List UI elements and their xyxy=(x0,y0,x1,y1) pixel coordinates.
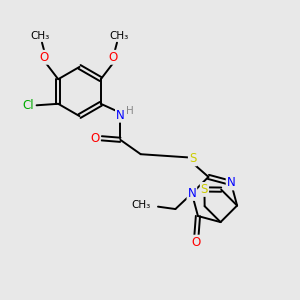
Text: O: O xyxy=(192,236,201,249)
Text: CH₃: CH₃ xyxy=(109,31,128,41)
Text: Cl: Cl xyxy=(22,99,34,112)
Text: CH₃: CH₃ xyxy=(31,31,50,41)
Text: N: N xyxy=(188,187,196,200)
Text: O: O xyxy=(91,132,100,145)
Text: O: O xyxy=(109,51,118,64)
Text: N: N xyxy=(116,109,125,122)
Text: S: S xyxy=(201,183,208,196)
Text: S: S xyxy=(189,152,196,165)
Text: O: O xyxy=(40,51,49,64)
Text: N: N xyxy=(227,176,236,190)
Text: CH₃: CH₃ xyxy=(131,200,151,210)
Text: H: H xyxy=(126,106,134,116)
